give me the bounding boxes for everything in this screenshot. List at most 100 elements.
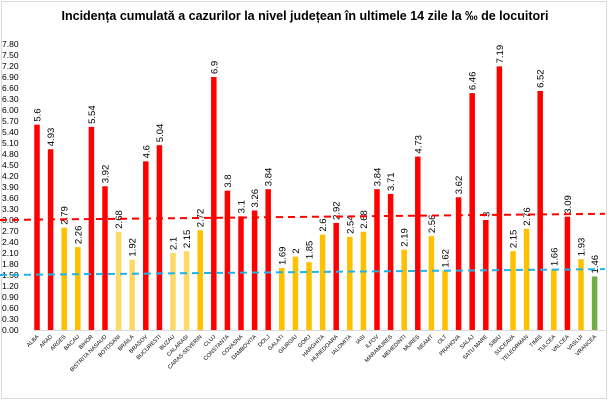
value-label: 6.52	[536, 69, 547, 88]
y-tick-label: 3.60	[2, 193, 19, 203]
x-tick-label: ALBA	[26, 334, 41, 349]
y-tick-label: 0.60	[2, 303, 19, 313]
y-tick-label: 0.00	[2, 325, 19, 335]
bar-teleorman	[523, 228, 530, 330]
y-tick-label: 6.60	[2, 83, 19, 93]
bar-bistrita-nasaud	[102, 186, 108, 330]
bar-dolj	[265, 189, 271, 330]
chart-title: Incidența cumulată a cazurilor la nivel …	[61, 9, 549, 23]
y-tick-label: 1.50	[2, 270, 19, 280]
value-label: 2.56	[427, 215, 438, 234]
bar-sibiu	[496, 66, 503, 330]
bar-bacau	[75, 247, 81, 330]
y-tick-label: 0.30	[2, 314, 19, 324]
value-label: 3.1	[237, 200, 248, 213]
y-tick-label: 4.80	[2, 149, 19, 159]
bar-maramures	[387, 193, 394, 330]
value-label: 2.72	[196, 209, 207, 228]
value-label: 5.6	[33, 108, 44, 121]
value-label: 3.09	[563, 195, 574, 214]
bar-gorj	[306, 262, 312, 330]
value-label: 1.93	[577, 238, 588, 257]
value-label: 5.04	[155, 124, 166, 143]
y-tick-label: 0.90	[2, 292, 19, 302]
value-label: 2.68	[359, 210, 370, 229]
y-tick-label: 2.40	[2, 237, 19, 247]
bar-iasi	[360, 231, 367, 330]
y-tick-label: 5.10	[2, 138, 19, 148]
bar-caras-severin	[197, 230, 203, 330]
bar-bihor	[88, 126, 95, 330]
value-label: 2.68	[114, 210, 125, 229]
value-label: 4.73	[413, 135, 424, 154]
bar-olt	[442, 270, 448, 330]
y-tick-label: 1.20	[2, 281, 19, 291]
bar-harghita	[319, 234, 326, 330]
bar-brasov	[143, 161, 149, 330]
value-label: 2.26	[73, 226, 84, 245]
y-tick-label: 6.90	[2, 72, 19, 82]
bar-alba	[34, 124, 40, 331]
value-label: 3.62	[454, 176, 465, 195]
value-label: 3.8	[223, 174, 234, 187]
value-label: 6.9	[209, 61, 220, 74]
bar-suceava	[510, 251, 516, 330]
y-tick-label: 4.20	[2, 171, 19, 181]
value-label: 1.46	[590, 255, 601, 274]
y-tick-label: 3.30	[2, 204, 19, 214]
value-label: 2.6	[318, 218, 329, 231]
value-label: 2.19	[400, 228, 411, 247]
bar-hunedoara	[333, 222, 339, 330]
value-label: 3.84	[264, 168, 275, 187]
bar-cluj	[211, 77, 217, 330]
bar-giurgiu	[292, 256, 299, 330]
bar-tulcea	[551, 269, 557, 330]
value-label: 3.84	[373, 168, 384, 187]
y-tick-label: 4.50	[2, 160, 19, 170]
value-label: 2.92	[332, 201, 343, 220]
bar-arges	[61, 227, 67, 330]
bar-mures	[415, 156, 421, 330]
bar-galati	[279, 268, 285, 330]
y-tick-label: 7.20	[2, 61, 19, 71]
bar-timis	[537, 90, 543, 330]
value-label: 3.71	[386, 172, 397, 191]
value-label: 2.15	[182, 230, 193, 249]
value-label: 2.1	[169, 237, 180, 250]
value-label: 1.66	[549, 248, 560, 267]
value-label: 1.69	[277, 247, 288, 266]
bar-valcea	[564, 216, 571, 330]
bar-dambovita	[251, 210, 258, 330]
bar-vaslui	[578, 259, 584, 330]
bar-bucuresti	[156, 145, 163, 330]
value-label: 1.92	[128, 238, 139, 257]
bar-calarasi	[183, 251, 190, 330]
value-label: 2.15	[509, 230, 520, 249]
y-tick-label: 2.70	[2, 226, 19, 236]
bar-arad	[47, 149, 54, 330]
reference-line-2	[0, 268, 606, 276]
bar-ialomita	[347, 236, 353, 330]
reference-line-1	[0, 212, 606, 221]
bar-salaj	[469, 93, 475, 330]
y-tick-label: 7.80	[2, 39, 19, 49]
bar-botosani	[115, 231, 122, 330]
y-tick-label: 6.30	[2, 94, 19, 104]
y-tick-label: 7.50	[2, 50, 19, 60]
bar-prahova	[455, 197, 462, 330]
bar-constanta	[224, 190, 231, 330]
value-label: 2.54	[345, 215, 356, 234]
bar-satu-mare	[483, 220, 489, 330]
value-label: 2	[291, 248, 302, 253]
y-tick-label: 3.90	[2, 182, 19, 192]
y-tick-label: 5.70	[2, 116, 19, 126]
value-label: 1.85	[305, 241, 316, 260]
bar-mehedinti	[401, 249, 407, 330]
value-label: 3.26	[250, 189, 261, 208]
y-tick-label: 3.00	[2, 215, 19, 225]
value-label: 1.62	[441, 249, 452, 268]
bar-braila	[129, 259, 135, 330]
value-label: 6.46	[468, 72, 479, 91]
